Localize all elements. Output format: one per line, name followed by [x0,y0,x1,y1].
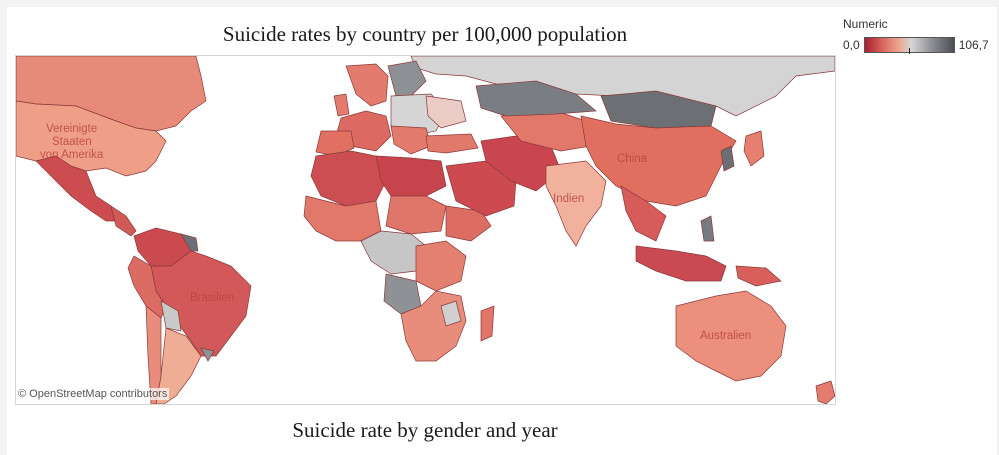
map-region-balkans[interactable] [390,125,432,155]
map-label-usa-2: Staaten [52,136,92,148]
map-region-southeast-asia[interactable] [620,185,667,242]
legend-title: Numeric [843,17,888,31]
map-region-philippines[interactable] [700,215,715,242]
map-region-kazakhstan[interactable] [475,80,597,117]
map-region-korea-japan[interactable] [720,145,735,172]
map-label-australia: Australien [700,330,751,342]
map-attribution[interactable]: © OpenStreetMap contributors [16,388,170,400]
map-region-australia[interactable] [675,290,787,382]
map-region-indonesia[interactable] [635,245,727,282]
map-region-madagascar[interactable] [480,305,495,342]
legend-max-label: 106,7 [958,38,989,52]
map-label-usa-1: Vereinigte [46,123,97,135]
map-region-new-zealand[interactable] [815,380,835,404]
world-map[interactable]: Vereinigte Staaten von Amerika China Ind… [15,55,836,405]
map-svg[interactable]: Vereinigte Staaten von Amerika China Ind… [16,56,835,404]
map-title: Suicide rates by country per 100,000 pop… [222,22,628,46]
map-region-central-america[interactable] [110,205,137,237]
subtitle: Suicide rate by gender and year [292,418,558,442]
legend-gradient-bar [863,37,955,54]
map-label-brazil: Brasilien [190,292,234,304]
map-region-mozambique[interactable] [440,300,462,327]
map-label-china: China [617,153,648,165]
map-region-china[interactable] [580,115,737,207]
legend-midpoint-tick [908,48,910,54]
map-region-uk[interactable] [333,93,350,117]
map-label-usa-3: von Amerika [40,149,104,161]
map-region-libya-egypt[interactable] [375,155,447,197]
map-region-guyana[interactable] [180,233,199,252]
map-region-turkey[interactable] [425,133,479,154]
map-region-japan[interactable] [743,130,765,167]
map-region-paraguay[interactable] [160,300,182,332]
map-region-north-africa-west[interactable] [310,150,387,207]
map-region-chile[interactable] [145,305,162,404]
map-label-india: Indien [553,193,584,205]
map-region-sudan[interactable] [385,195,447,235]
legend-min-label: 0,0 [843,38,860,52]
map-region-uruguay[interactable] [200,347,215,362]
legend-scale: 0,0 106,7 [843,37,993,54]
color-legend[interactable]: Numeric 0,0 106,7 [843,17,993,54]
map-region-ukraine[interactable] [425,95,467,129]
map-region-iceland-scandinavia[interactable] [345,63,389,107]
map-region-drc[interactable] [415,240,467,292]
map-region-finland-baltics[interactable] [387,60,427,97]
map-region-png[interactable] [735,265,782,287]
map-region-india[interactable] [545,160,607,247]
